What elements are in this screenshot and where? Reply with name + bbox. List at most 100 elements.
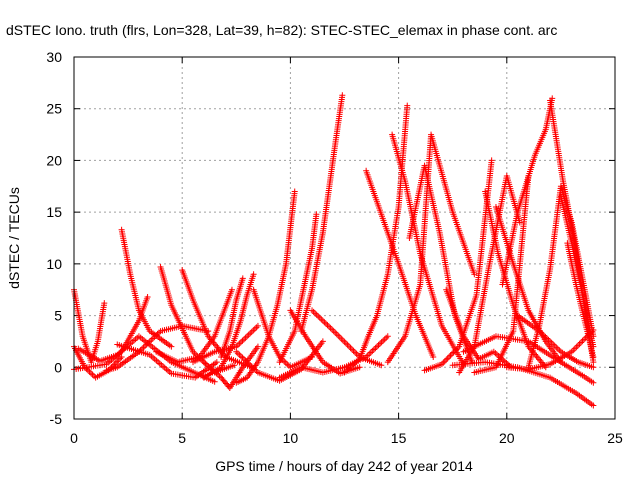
data-point — [590, 402, 597, 409]
data-marks — [71, 92, 597, 409]
data-point — [253, 324, 260, 331]
data-point — [336, 334, 343, 341]
data-point — [245, 331, 252, 338]
data-point — [471, 271, 478, 278]
data-point — [448, 350, 455, 357]
data-point — [327, 325, 334, 332]
data-point — [447, 352, 454, 359]
series-arc-42 — [564, 240, 597, 360]
series-arc-40 — [449, 359, 597, 409]
data-point — [213, 359, 220, 366]
data-point — [330, 328, 337, 335]
data-point — [576, 341, 583, 348]
data-point — [446, 353, 453, 360]
data-point — [118, 353, 125, 360]
series-arc-09 — [153, 286, 235, 366]
data-point — [228, 286, 235, 293]
y-tick-label: 20 — [46, 152, 62, 168]
data-point — [534, 354, 541, 361]
series-arc-21 — [298, 92, 346, 335]
data-point — [239, 275, 246, 282]
data-point — [216, 373, 223, 380]
data-point — [353, 350, 360, 357]
data-point — [326, 323, 333, 330]
data-point — [579, 337, 586, 344]
data-point — [285, 362, 292, 369]
data-point — [291, 188, 298, 195]
y-tick-label: 10 — [46, 256, 62, 272]
data-point — [211, 378, 218, 385]
data-point — [324, 322, 331, 329]
data-point — [231, 362, 238, 369]
y-axis-label: dSTEC / TECUs — [6, 187, 22, 289]
series-arc-17 — [233, 188, 298, 386]
y-tick-label: -5 — [50, 411, 63, 427]
x-tick-label: 0 — [70, 430, 78, 446]
series-arc-13 — [200, 271, 257, 381]
data-point — [574, 342, 581, 349]
data-point — [111, 361, 118, 368]
data-point — [237, 353, 244, 360]
data-point — [356, 364, 363, 371]
x-tick-label: 25 — [607, 430, 623, 446]
data-point — [244, 333, 251, 340]
data-point — [341, 338, 348, 345]
data-point — [488, 157, 495, 164]
series-arc-39 — [460, 333, 597, 386]
series-arc-41 — [525, 183, 597, 371]
series-arc-20 — [309, 307, 385, 369]
data-point — [525, 172, 532, 179]
data-point — [590, 379, 597, 386]
data-point — [101, 300, 108, 307]
data-point — [168, 343, 175, 350]
data-point — [333, 331, 340, 338]
x-tick-label: 10 — [283, 430, 299, 446]
data-point — [319, 317, 326, 324]
data-point — [236, 351, 243, 358]
data-point — [239, 354, 246, 361]
data-point — [573, 344, 580, 351]
series-arc-14 — [218, 275, 246, 360]
data-point — [571, 345, 578, 352]
data-point — [375, 342, 382, 349]
data-point — [369, 348, 376, 355]
y-tick-label: 0 — [54, 359, 62, 375]
data-point — [241, 336, 248, 343]
data-point — [313, 211, 320, 218]
data-point — [310, 308, 317, 315]
data-point — [254, 322, 261, 329]
data-point — [378, 339, 385, 346]
data-point — [344, 341, 351, 348]
data-point — [250, 327, 257, 334]
data-point — [590, 333, 597, 340]
data-point — [321, 319, 328, 326]
data-point — [450, 349, 457, 356]
data-point — [444, 355, 451, 362]
data-point — [200, 359, 207, 366]
x-tick-label: 15 — [391, 430, 407, 446]
data-point — [453, 346, 460, 353]
data-point — [332, 329, 339, 336]
data-point — [577, 339, 584, 346]
data-point — [430, 353, 437, 360]
data-point — [347, 344, 354, 351]
data-point — [114, 358, 121, 365]
axis-ticks: 0 5 10 15 20 25 -5 0 5 10 15 20 25 30 — [46, 49, 623, 446]
data-point — [404, 102, 411, 109]
data-point — [309, 353, 316, 360]
chart-title: dSTEC Iono. truth (flrs, Lon=328, Lat=39… — [6, 22, 557, 38]
data-point — [590, 353, 597, 360]
series-arc-18 — [276, 211, 320, 366]
data-point — [590, 359, 597, 366]
data-point — [316, 314, 323, 321]
data-point — [251, 325, 258, 332]
data-point — [117, 355, 124, 362]
y-tick-label: 15 — [46, 204, 62, 220]
data-point — [339, 337, 346, 344]
data-point — [115, 356, 122, 363]
data-point — [533, 353, 540, 360]
data-point — [338, 335, 345, 342]
series-arc-05 — [118, 226, 175, 350]
data-point — [383, 334, 390, 341]
